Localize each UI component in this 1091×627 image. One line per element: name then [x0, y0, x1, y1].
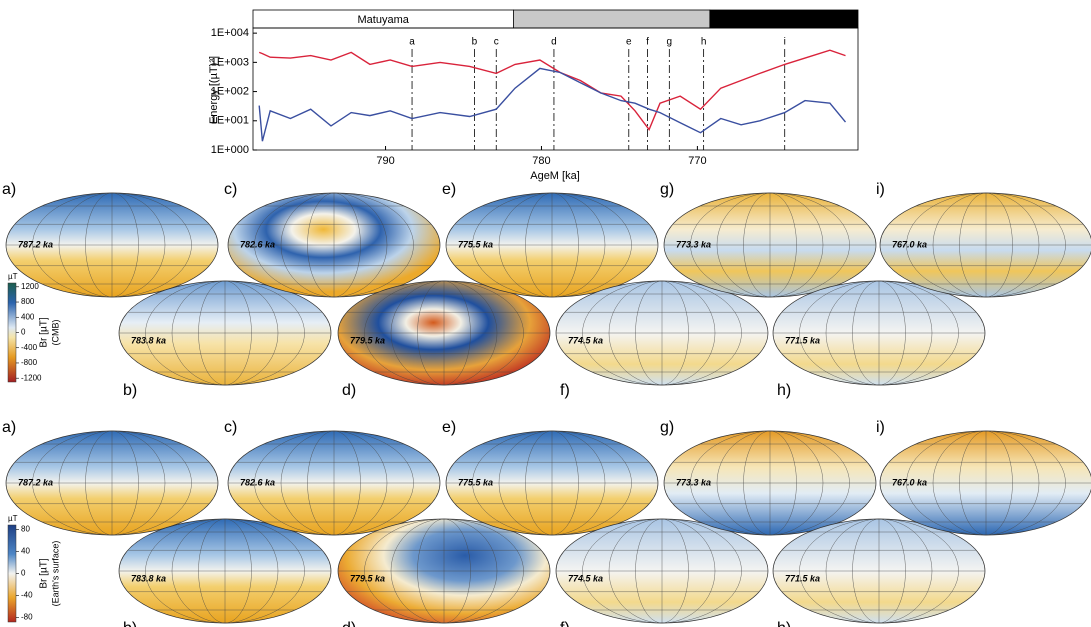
map-age: 774.5 ka — [568, 573, 603, 583]
map-age: 773.3 ka — [676, 477, 711, 487]
map-letter: d) — [342, 382, 356, 399]
map-letter: b) — [123, 382, 137, 399]
colorbar-label: Br [µT] — [39, 558, 50, 588]
y-tick-label: 1E+003 — [211, 56, 249, 68]
marker-label: f — [646, 37, 649, 48]
y-tick-label: 1E+002 — [211, 85, 249, 97]
map-letter: e) — [442, 181, 456, 198]
map: 771.5 ka — [773, 281, 985, 385]
map: 773.3 ka — [664, 193, 876, 297]
map-letter: f) — [560, 620, 570, 627]
map-age: 783.8 ka — [131, 573, 166, 583]
x-tick-label: 780 — [532, 155, 550, 167]
chron-label: Brunhes — [763, 14, 804, 26]
x-tick-label: 770 — [688, 155, 706, 167]
map: 779.5 ka — [338, 281, 550, 385]
colorbar-tick-label: 0 — [21, 328, 26, 337]
colorbar — [8, 283, 16, 382]
colorbar-tick-label: 1200 — [21, 282, 39, 291]
x-tick-label: 790 — [376, 155, 394, 167]
marker-label: d — [551, 37, 557, 48]
chron-segment — [513, 10, 709, 28]
map-letter: g) — [660, 181, 674, 198]
map: 767.0 ka — [880, 431, 1091, 535]
marker-label: e — [626, 37, 632, 48]
map-letter: c) — [224, 181, 237, 198]
map-age: 771.5 ka — [785, 335, 820, 345]
marker-label: h — [701, 37, 707, 48]
map: 783.8 ka — [119, 519, 331, 623]
marker-label: g — [667, 37, 673, 48]
map-letter: g) — [660, 419, 674, 436]
map: 767.0 ka — [880, 193, 1091, 297]
colorbar-label: Br [µT] — [39, 317, 50, 347]
figure: AgeM [ka] Energy [(µT)²] MatuyamaBrunhes… — [0, 0, 1091, 627]
map-age: 771.5 ka — [785, 573, 820, 583]
map: 782.6 ka — [228, 193, 440, 297]
colorbar-tick-label: 0 — [21, 569, 26, 578]
marker-label: a — [409, 37, 415, 48]
map: 783.8 ka — [119, 281, 331, 385]
y-tick-label: 1E+000 — [211, 144, 249, 156]
map: 774.5 ka — [556, 281, 768, 385]
map-age: 767.0 ka — [892, 477, 927, 487]
map: 775.5 ka — [446, 193, 658, 297]
colorbar-tick-label: -800 — [21, 358, 38, 367]
map-age: 767.0 ka — [892, 239, 927, 249]
map: 787.2 ka — [6, 431, 218, 535]
map-age: 774.5 ka — [568, 335, 603, 345]
colorbar-tick-label: -80 — [21, 613, 33, 622]
map-age: 787.2 ka — [18, 239, 53, 249]
colorbar-sublabel: (CMB) — [50, 320, 60, 346]
marker-label: c — [494, 37, 499, 48]
colorbar-tick-label: -1200 — [21, 373, 42, 382]
map-age: 779.5 ka — [350, 573, 385, 583]
map-letter: e) — [442, 419, 456, 436]
map: 771.5 ka — [773, 519, 985, 623]
marker-label: i — [784, 37, 786, 48]
map: 773.3 ka — [664, 431, 876, 535]
colorbar-tick-label: 800 — [21, 297, 35, 306]
map-age: 773.3 ka — [676, 239, 711, 249]
colorbar-tick-label: 400 — [21, 312, 35, 321]
map: 775.5 ka — [446, 431, 658, 535]
map-age: 775.5 ka — [458, 239, 493, 249]
y-tick-label: 1E+004 — [211, 27, 249, 39]
map-age: 787.2 ka — [18, 477, 53, 487]
map-letter: a) — [2, 181, 16, 198]
series-line — [259, 68, 845, 141]
colorbar-tick-label: 80 — [21, 525, 30, 534]
map-letter: c) — [224, 419, 237, 436]
map-age: 783.8 ka — [131, 335, 166, 345]
colorbar-sublabel: (Earth's surface) — [50, 541, 60, 607]
map: 779.5 ka — [338, 519, 550, 623]
y-tick-label: 1E+001 — [211, 115, 249, 127]
map: 774.5 ka — [556, 519, 768, 623]
colorbar-unit: µT — [8, 272, 18, 281]
map-letter: d) — [342, 620, 356, 627]
marker-label: b — [472, 37, 478, 48]
colorbar-tick-label: -400 — [21, 343, 38, 352]
map-letter: a) — [2, 419, 16, 436]
map-letter: f) — [560, 382, 570, 399]
map-letter: h) — [777, 382, 791, 399]
series-line — [259, 50, 845, 129]
map-letter: i) — [876, 419, 885, 436]
map-age: 779.5 ka — [350, 335, 385, 345]
x-axis-label: AgeM [ka] — [530, 170, 580, 182]
map-letter: i) — [876, 181, 885, 198]
colorbar — [8, 525, 16, 622]
map-age: 775.5 ka — [458, 477, 493, 487]
map: 782.6 ka — [228, 431, 440, 535]
map-age: 782.6 ka — [240, 239, 275, 249]
chron-label: Matuyama — [358, 14, 410, 26]
colorbar-unit: µT — [8, 514, 18, 523]
colorbar-tick-label: 40 — [21, 547, 30, 556]
map-letter: b) — [123, 620, 137, 627]
colorbar-tick-label: -40 — [21, 591, 33, 600]
map-letter: h) — [777, 620, 791, 627]
map-age: 782.6 ka — [240, 477, 275, 487]
